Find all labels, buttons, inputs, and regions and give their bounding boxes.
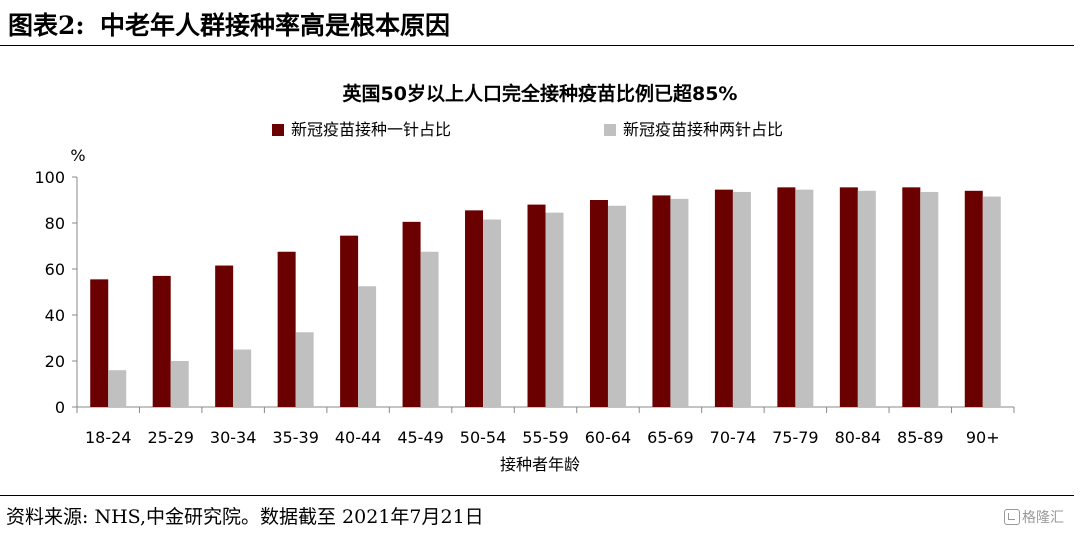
source-note: 资料来源: NHS,中金研究院。数据截至 2021年7月21日 xyxy=(6,506,484,528)
x-axis: 18-24 25-29 30-34 35-39 40-44 45-49 50-54 55-59… xyxy=(76,406,1015,447)
bar-two-doses-25-29 xyxy=(170,361,189,407)
footer-rule xyxy=(0,495,1074,496)
bar-one-dose-25-29 xyxy=(152,275,171,407)
bar-two-doses-40-44 xyxy=(358,286,377,407)
watermark: 格隆汇 xyxy=(1004,507,1064,527)
bar-two-doses-65-69 xyxy=(670,198,689,407)
bar-two-doses-75-79 xyxy=(795,189,814,407)
y-tick-label: 100 xyxy=(34,168,65,187)
header-rule xyxy=(0,45,1074,46)
figure-label: 图表2: xyxy=(8,11,85,40)
x-tick-label: 90+ xyxy=(966,428,1000,447)
bar-one-dose-50-54 xyxy=(465,210,484,407)
bar-two-doses-30-34 xyxy=(233,349,252,407)
bar-two-doses-18-24 xyxy=(108,370,127,407)
y-axis-unit: % xyxy=(70,146,85,165)
bar-one-dose-75-79 xyxy=(777,187,796,407)
bar-chart: 英国50岁以上人口完全接种疫苗比例已超85% % 接种者年龄 新冠疫苗接种一针占… xyxy=(34,82,1015,474)
bar-two-doses-55-59 xyxy=(545,212,564,407)
y-axis: 0 20 40 60 80 100 xyxy=(34,168,78,417)
watermark-logo-icon xyxy=(1004,509,1020,525)
x-tick-label: 85-89 xyxy=(897,428,944,447)
x-tick-label: 55-59 xyxy=(522,428,569,447)
x-tick-label: 40-44 xyxy=(335,428,382,447)
bars xyxy=(90,187,1001,407)
x-axis-label: 接种者年龄 xyxy=(500,455,580,474)
bar-two-doses-45-49 xyxy=(420,251,439,407)
x-tick-label: 18-24 xyxy=(85,428,132,447)
y-tick-label: 40 xyxy=(45,306,65,325)
x-tick-label: 30-34 xyxy=(210,428,257,447)
legend-label-1: 新冠疫苗接种一针占比 xyxy=(291,120,451,139)
x-tick-label: 80-84 xyxy=(835,428,882,447)
x-tick-label: 75-79 xyxy=(772,428,819,447)
bar-one-dose-80-84 xyxy=(839,187,858,407)
legend: 新冠疫苗接种一针占比 新冠疫苗接种两针占比 xyxy=(272,120,783,139)
bar-two-doses-50-54 xyxy=(483,219,502,407)
bar-one-dose-40-44 xyxy=(340,235,359,407)
y-tick-label: 0 xyxy=(55,398,65,417)
bar-two-doses-80-84 xyxy=(857,190,876,407)
x-tick-label: 50-54 xyxy=(460,428,507,447)
bar-two-doses-70-74 xyxy=(732,191,751,407)
x-tick-label: 45-49 xyxy=(397,428,444,447)
chart-title: 英国50岁以上人口完全接种疫苗比例已超85% xyxy=(343,82,738,105)
legend-swatch-2 xyxy=(604,124,616,136)
figure-title: 中老年人群接种率高是根本原因 xyxy=(100,11,451,40)
bar-one-dose-55-59 xyxy=(527,204,546,407)
y-tick-label: 60 xyxy=(45,260,65,279)
figure-header: 图表2: 中老年人群接种率高是根本原因 xyxy=(0,0,1080,46)
watermark-text: 格隆汇 xyxy=(1022,510,1064,526)
bar-one-dose-70-74 xyxy=(714,189,733,407)
bar-one-dose-30-34 xyxy=(215,265,234,407)
bar-one-dose-65-69 xyxy=(652,195,671,407)
y-tick-label: 80 xyxy=(45,214,65,233)
bar-two-doses-90+ xyxy=(982,196,1001,407)
bar-one-dose-85-89 xyxy=(902,187,921,407)
bar-two-doses-60-64 xyxy=(607,205,626,407)
bar-two-doses-35-39 xyxy=(295,332,314,407)
x-tick-label: 35-39 xyxy=(272,428,319,447)
x-tick-label: 60-64 xyxy=(585,428,632,447)
bar-one-dose-18-24 xyxy=(90,279,109,407)
x-tick-label: 25-29 xyxy=(147,428,194,447)
bar-one-dose-60-64 xyxy=(589,200,608,407)
x-tick-label: 70-74 xyxy=(710,428,757,447)
bar-two-doses-85-89 xyxy=(920,191,939,407)
y-tick-label: 20 xyxy=(45,352,65,371)
legend-label-2: 新冠疫苗接种两针占比 xyxy=(623,120,783,139)
legend-swatch-1 xyxy=(272,124,284,136)
bar-one-dose-35-39 xyxy=(277,251,296,407)
bar-one-dose-45-49 xyxy=(402,221,421,407)
x-tick-label: 65-69 xyxy=(647,428,694,447)
bar-one-dose-90+ xyxy=(964,190,983,407)
